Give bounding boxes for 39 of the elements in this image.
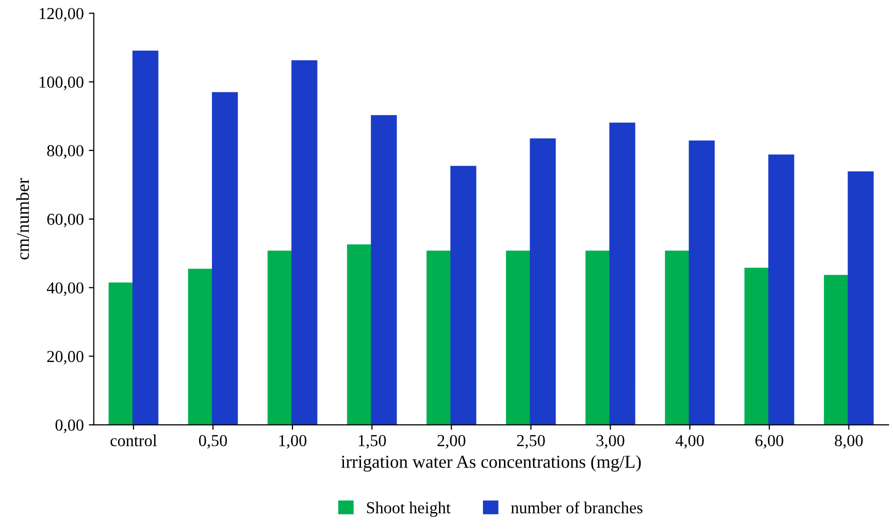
x-tick-label: 0,50: [199, 435, 227, 449]
x-tick-label: 3,00: [596, 435, 624, 449]
bar: [664, 250, 691, 425]
y-tick-label: 120,00: [40, 8, 84, 22]
bar: [585, 250, 612, 425]
x-tick-label: 8,00: [834, 435, 863, 449]
bar: [530, 138, 556, 425]
bar: [212, 92, 238, 425]
bar: [768, 154, 794, 425]
bar: [132, 50, 158, 425]
y-axis-title: cm/number: [16, 178, 29, 260]
bar: [370, 115, 397, 425]
bar: [609, 122, 636, 425]
y-tick-label: 40,00: [46, 282, 84, 296]
bar: [848, 171, 874, 425]
x-tick-label: 1,00: [279, 435, 306, 449]
bar: [347, 244, 373, 425]
y-tick-label: 20,00: [47, 350, 84, 365]
y-tick-label: 100,00: [40, 76, 84, 90]
x-tick-label: 2,00: [438, 435, 466, 449]
bar: [268, 250, 294, 425]
x-tick-label: 4,00: [676, 435, 704, 449]
bar: [291, 60, 318, 425]
y-tick-label: 0,00: [56, 420, 84, 434]
x-tick-label: control: [110, 434, 157, 446]
bar: [824, 274, 850, 425]
x-tick-label: 6,00: [755, 435, 784, 449]
legend-label: number of branches: [511, 501, 642, 514]
bar: [450, 166, 476, 425]
bar: [744, 268, 770, 425]
x-tick-label: 1,50: [358, 435, 386, 449]
y-tick-label: 60,00: [47, 214, 84, 228]
y-tick-label: 80,00: [47, 145, 84, 159]
x-axis-title: irrigation water As concentrations (mg/L): [341, 455, 641, 472]
legend-label: Shoot height: [367, 502, 451, 517]
bar: [426, 250, 452, 425]
bar: [688, 140, 715, 425]
x-tick-label: 2,50: [517, 435, 545, 449]
bar: [506, 250, 532, 425]
